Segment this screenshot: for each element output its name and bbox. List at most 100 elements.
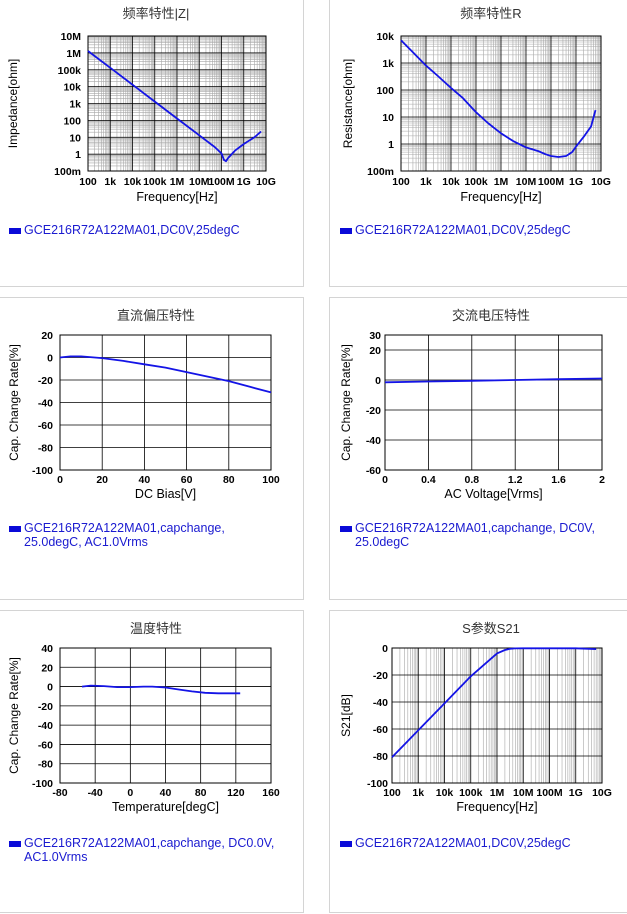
impedance-legend: GCE216R72A122MA01,DC0V,25degC bbox=[9, 223, 240, 237]
chart-panel-temperature: -80 -40 0 40 80 120 160 40 20 0 -20 -40 -60 -80 -100 温度… bbox=[0, 610, 304, 913]
x-tick-label: 120 bbox=[227, 787, 245, 799]
x-tick-label: 100 bbox=[392, 176, 410, 188]
x-tick-label: 20 bbox=[96, 474, 108, 486]
chart-title: 频率特性|Z| bbox=[123, 6, 190, 21]
y-tick-label: 1 bbox=[388, 139, 394, 151]
x-tick-label: 1k bbox=[420, 176, 432, 188]
y-tick-label: 1 bbox=[75, 149, 81, 161]
dcbias-chart: 0 20 40 60 80 100 20 0 -20 -40 -60 -80 -100 直流偏压特性 DC … bbox=[7, 308, 280, 501]
y-tick-label: 1M bbox=[66, 48, 81, 60]
s21-legend: GCE216R72A122MA01,DC0V,25degC bbox=[340, 836, 571, 850]
y-tick-label: 100 bbox=[376, 85, 394, 97]
y-tick-label: 20 bbox=[41, 330, 53, 342]
plot-grid bbox=[59, 647, 272, 784]
x-tick-label: 1G bbox=[569, 176, 583, 188]
x-tick-label: -80 bbox=[52, 787, 67, 799]
y-tick-label: -40 bbox=[366, 435, 381, 447]
y-tick-label: -80 bbox=[38, 443, 53, 455]
legend-text: GCE216R72A122MA01,capchange, DC0.0V, AC1… bbox=[24, 836, 275, 864]
series-line bbox=[59, 355, 272, 394]
x-tick-label: 80 bbox=[195, 787, 207, 799]
legend-swatch bbox=[340, 228, 352, 234]
x-tick-label: 100 bbox=[262, 474, 280, 486]
x-tick-label: 1.2 bbox=[508, 474, 523, 486]
y-tick-label: 100 bbox=[63, 115, 81, 127]
x-tick-label: 100M bbox=[208, 176, 235, 188]
x-tick-label: 1.6 bbox=[551, 474, 566, 486]
dcbias-legend: GCE216R72A122MA01,capchange, 25.0degC, A… bbox=[9, 521, 225, 549]
y-tick-label: 100m bbox=[367, 166, 394, 178]
x-tick-label: 10k bbox=[124, 176, 142, 188]
y-tick-label: 40 bbox=[41, 643, 53, 655]
y-tick-label: -20 bbox=[38, 375, 53, 387]
y-axis-label: Cap. Change Rate[%] bbox=[339, 344, 353, 461]
x-tick-label: 100 bbox=[79, 176, 97, 188]
x-tick-label: 40 bbox=[160, 787, 172, 799]
y-axis-label: Cap. Change Rate[%] bbox=[7, 657, 21, 774]
s21-chart: 100 1k 10k 100k 1M 10M 100M 1G 10G 0 -20 -40 -60 -80 -… bbox=[339, 621, 612, 814]
y-tick-label: -40 bbox=[38, 720, 53, 732]
plot-grid bbox=[391, 647, 603, 784]
plot-frame bbox=[384, 334, 603, 471]
plot-grid bbox=[59, 334, 272, 471]
plot-frame bbox=[391, 647, 603, 784]
x-tick-label: 1G bbox=[569, 787, 583, 799]
acvoltage-chart: 0 0.4 0.8 1.2 1.6 2 30 20 0 -20 -40 -60 交流电压特性 AC Vol… bbox=[339, 308, 605, 501]
x-tick-label: 10M bbox=[516, 176, 537, 188]
x-tick-label: 0.8 bbox=[464, 474, 479, 486]
y-tick-label: -40 bbox=[373, 697, 388, 709]
temperature-legend: GCE216R72A122MA01,capchange, DC0.0V, AC1… bbox=[9, 836, 274, 864]
legend-text: GCE216R72A122MA01,DC0V,25degC bbox=[24, 223, 240, 237]
plot-frame bbox=[87, 35, 267, 172]
x-tick-label: 2 bbox=[599, 474, 605, 486]
x-tick-label: 100 bbox=[383, 787, 401, 799]
y-tick-label: 20 bbox=[41, 662, 53, 674]
temperature-chart: -80 -40 0 40 80 120 16040200-20-40-60-80-100温度… bbox=[7, 621, 280, 814]
x-axis-label: DC Bias[V] bbox=[135, 487, 196, 501]
chart-panel-resistance: 100 1k 10k 100k 1M 10M 100M 1G 10G 100m 1 10 100 1k 10… bbox=[329, 0, 627, 287]
resistance-chart: 100 1k 10k 100k 1M 10M 100M 1G 10G 100m 1 10 100 1k 10… bbox=[341, 6, 611, 204]
plot-frame bbox=[59, 334, 272, 471]
plot-frame bbox=[400, 35, 602, 172]
x-tick-label: 60 bbox=[181, 474, 193, 486]
y-tick-label: 1k bbox=[382, 58, 394, 70]
x-tick-label: 1M bbox=[490, 787, 505, 799]
chart-title: 交流电压特性 bbox=[452, 308, 530, 323]
y-tick-label: -100 bbox=[32, 465, 53, 477]
chart-panel-acvoltage: 0 0.4 0.8 1.2 1.6 2 30 20 0 -20 -40 -60 交流电压特性 AC Vol… bbox=[329, 297, 627, 600]
series-line bbox=[391, 647, 597, 758]
legend-text: GCE216R72A122MA01,DC0V,25degC bbox=[355, 836, 571, 850]
x-tick-label: 100M bbox=[538, 176, 565, 188]
legend-text: GCE216R72A122MA01,capchange, 25.0degC, A… bbox=[24, 521, 225, 549]
y-tick-label: 0 bbox=[382, 643, 388, 655]
x-tick-label: 10M bbox=[189, 176, 210, 188]
x-tick-label: 1G bbox=[237, 176, 251, 188]
x-tick-label: 10M bbox=[513, 787, 534, 799]
y-axis-label: S21[dB] bbox=[339, 694, 353, 737]
series-line bbox=[87, 50, 262, 163]
x-tick-label: 100k bbox=[143, 176, 167, 188]
y-tick-label: -100 bbox=[32, 778, 53, 790]
x-tick-label: 100k bbox=[464, 176, 488, 188]
chart-panel-s21: 100 1k 10k 100k 1M 10M 100M 1G 10G 0 -20 -40 -60 -80 -… bbox=[329, 610, 627, 913]
x-tick-label: 160 bbox=[262, 787, 280, 799]
chart-panel-dcbias: 0 20 40 60 80 100 20 0 -20 -40 -60 -80 -100 直流偏压特性 DC … bbox=[0, 297, 304, 600]
x-tick-label: -40 bbox=[88, 787, 103, 799]
y-tick-label: -40 bbox=[38, 398, 53, 410]
legend-swatch bbox=[9, 228, 21, 234]
y-axis-label: Resistance[ohm] bbox=[341, 59, 355, 148]
series-line bbox=[81, 684, 241, 695]
x-axis-label: Frequency[Hz] bbox=[456, 800, 537, 814]
y-tick-label: -60 bbox=[38, 420, 53, 432]
plot-grid bbox=[87, 35, 267, 172]
x-tick-label: 100M bbox=[536, 787, 563, 799]
y-tick-label: 0 bbox=[375, 375, 381, 387]
y-tick-label: 10k bbox=[63, 82, 81, 94]
y-tick-label: 10k bbox=[376, 31, 394, 43]
x-tick-label: 10k bbox=[436, 787, 454, 799]
y-tick-label: -100 bbox=[367, 778, 388, 790]
y-tick-label: 0 bbox=[47, 353, 53, 365]
y-tick-label: 0 bbox=[47, 682, 53, 694]
x-tick-label: 1k bbox=[412, 787, 424, 799]
